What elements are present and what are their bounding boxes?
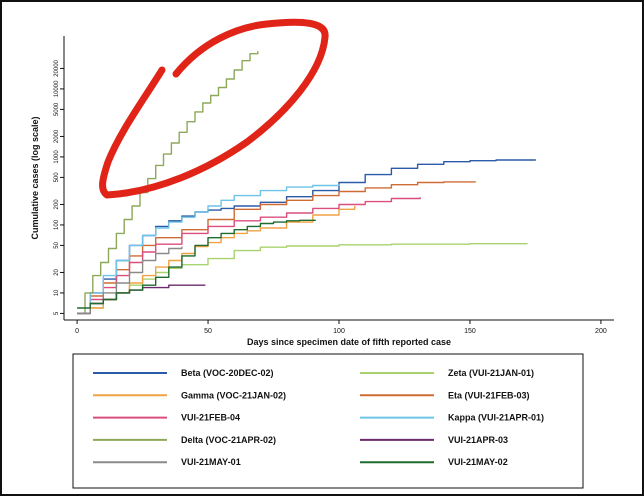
x-tick-label: 100 (333, 328, 345, 335)
legend-label-8: VUI-21APR-03 (448, 435, 508, 445)
series-line-5 (77, 197, 421, 315)
y-tick-label: 200 (54, 199, 60, 210)
axes: 5 10 20 50 100 200 500 1000 2000 5000 10000 20000 0 5… (30, 36, 614, 347)
series-line-2 (77, 243, 528, 315)
series-line-6 (77, 184, 340, 315)
legend-label-9: VUI-21MAY-01 (181, 457, 241, 467)
y-tick-label: 500 (54, 172, 60, 183)
series-line-10 (77, 219, 317, 309)
x-tick-label: 150 (464, 328, 476, 335)
legend-label-7: Delta (VOC-21APR-02) (181, 435, 276, 445)
x-tick-label: 50 (204, 328, 212, 335)
legend-label-6: Kappa (VUI-21APR-01) (448, 413, 544, 423)
legend-label-1: Beta (VOC-20DEC-02) (181, 368, 274, 378)
y-tick-label: 100 (54, 219, 60, 230)
series-line-7 (77, 51, 259, 315)
y-tick-label: 5000 (54, 102, 60, 116)
x-tick-label: 200 (595, 328, 607, 335)
series-line-3 (77, 206, 356, 315)
y-axis-label: Cumulative cases (log scale) (30, 116, 40, 239)
legend-label-5: VUI-21FEB-04 (181, 413, 240, 423)
legend-label-2: Zeta (VUI-21JAN-01) (448, 368, 534, 378)
annotation-layer (99, 18, 329, 199)
legend-label-10: VUI-21MAY-02 (448, 457, 508, 467)
y-tick-label: 2000 (54, 129, 60, 143)
legend-label-4: Eta (VUI-21FEB-03) (448, 390, 530, 400)
y-tick-label: 50 (54, 241, 60, 248)
red-circle-annotation (99, 18, 329, 199)
x-axis-label: Days since specimen date of fifth report… (247, 337, 451, 347)
x-tick-label: 0 (75, 328, 79, 335)
legend-label-3: Gamma (VOC-21JAN-02) (181, 390, 286, 400)
legend-box (72, 353, 584, 489)
series-layer (77, 51, 537, 315)
y-tick-label: 5 (54, 311, 60, 315)
y-tick-label: 1000 (54, 150, 60, 164)
y-tick-label: 10 (54, 289, 60, 296)
y-tick-label: 20000 (54, 59, 60, 76)
legend: Beta (VOC-20DEC-02) Zeta (VUI-21JAN-01) Ga… (72, 353, 584, 489)
y-tick-label: 10000 (54, 80, 60, 97)
y-tick-label: 20 (54, 268, 60, 275)
